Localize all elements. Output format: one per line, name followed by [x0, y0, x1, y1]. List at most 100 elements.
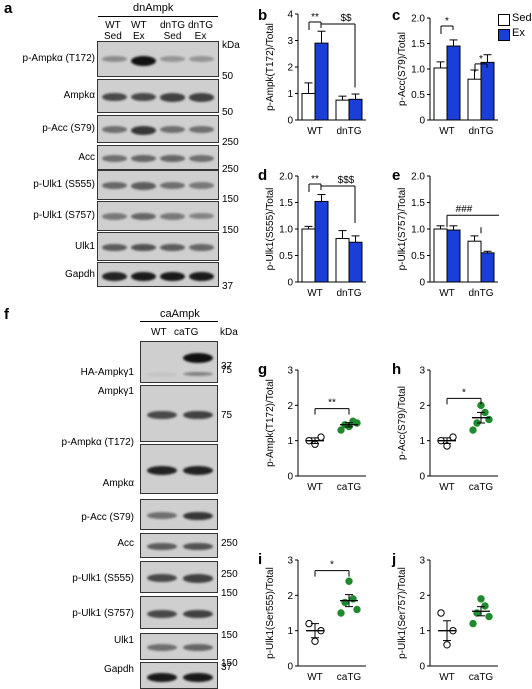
y-tick-label-b-0: 0	[287, 116, 293, 127]
sig-label-d-1: $$$	[338, 175, 355, 186]
band-a-2-1	[131, 126, 156, 135]
y-tick-label-h-1: 1	[419, 436, 425, 447]
x-tick-label-g-1: caTG	[337, 482, 362, 493]
y-tick-label-b-1: 1	[287, 89, 293, 100]
point-j-0-1	[443, 641, 451, 649]
band-f-6-1	[183, 609, 213, 618]
band-a-6-2	[160, 243, 185, 252]
band-f-2-0	[147, 466, 177, 476]
marker-f-5: 250	[221, 569, 238, 580]
band-a-4-3	[189, 182, 214, 189]
col-catg-f: caTG	[174, 327, 199, 338]
band-a-6-1	[131, 243, 156, 252]
panel-letter-h: h	[392, 361, 401, 378]
y-tick-label-d-3: 1.5	[279, 198, 293, 209]
y-axis-label-j: p-Ulk1(Ser757)/Total	[397, 567, 408, 659]
band-a-0-1	[131, 56, 156, 66]
bar-e-Ex-1	[480, 252, 495, 283]
y-tick-label-h-3: 3	[419, 366, 425, 377]
col-top-a-0: WT	[105, 20, 121, 31]
band-f-8-0	[147, 672, 177, 683]
sig-label-h: *	[462, 387, 466, 398]
y-axis-label-c: p-Acc(S79)/Total	[397, 32, 408, 106]
band-f-2-1	[183, 466, 213, 476]
legend-sed-label: Sed	[512, 12, 532, 24]
y-tick-label-d-4: 2.0	[279, 172, 293, 183]
marker-f-2: 75	[221, 365, 233, 376]
blot-f-3	[140, 499, 218, 530]
blot-a-4	[97, 170, 219, 200]
band-a-7-3	[189, 271, 214, 282]
sig-label-c-0: *	[445, 16, 449, 27]
band-a-2-3	[189, 126, 214, 133]
band-a-6-3	[189, 243, 214, 251]
y-tick-label-d-0: 0	[287, 278, 293, 289]
sig-label-g: **	[328, 398, 336, 409]
x-tick-label-c-1: dnTG	[468, 126, 493, 137]
marker-a-1: 50	[222, 107, 234, 118]
point-i-0-1	[311, 637, 319, 645]
marker-a-4: 150	[222, 194, 239, 205]
y-tick-label-c-3: 1.5	[411, 39, 425, 50]
marker-f-6: 150	[221, 588, 238, 599]
blot-f-0	[140, 341, 218, 383]
y-tick-label-i-1: 1	[287, 626, 293, 637]
y-tick-label-d-2: 1.0	[279, 225, 293, 236]
band-f-1-1	[183, 410, 213, 419]
col-top-a-3: dnTG	[188, 20, 214, 31]
marker-a-5: 150	[222, 225, 239, 236]
col-wt-f: WT	[151, 327, 167, 338]
band-a-4-2	[160, 182, 185, 189]
col-bottom-a-2: Sed	[163, 31, 182, 42]
band-a-2-0	[102, 126, 127, 133]
y-tick-label-g-3: 3	[287, 366, 293, 377]
bar-e-Sed-0	[433, 228, 448, 283]
blot-f-2	[140, 444, 218, 494]
sig-label-e-0: ###	[456, 204, 473, 215]
x-tick-label-c-0: WT	[439, 126, 455, 137]
blot-a-5	[97, 201, 219, 231]
bar-b-Sed-1	[335, 99, 350, 121]
bar-c-Sed-0	[433, 67, 448, 121]
band-a-3-0	[102, 154, 127, 162]
blot-label-f-0: HA-Ampkγ1	[80, 367, 134, 378]
col-bottom-a-3: Ex	[194, 31, 207, 42]
point-h-0-2	[449, 433, 457, 441]
sig-label-c-1: *	[479, 54, 483, 65]
bar-b-Ex-1	[348, 98, 363, 121]
x-tick-label-h-0: WT	[439, 482, 455, 493]
blot-label-f-6: p-Ulk1 (S555)	[72, 573, 134, 584]
kda-label-f: kDa	[220, 327, 238, 338]
band-a-7-1	[131, 271, 156, 282]
panel-letter-a: a	[4, 0, 13, 17]
blot-label-a-4: p-Ulk1 (S555)	[33, 179, 95, 190]
blot-label-f-4: p-Acc (S79)	[81, 512, 134, 523]
blot-label-f-5: Acc	[117, 538, 134, 549]
col-label-a-3: dnTG Ex	[188, 20, 213, 42]
y-tick-label-g-0: 0	[287, 472, 293, 483]
y-tick-label-c-2: 1.0	[411, 65, 425, 76]
point-j-0-0	[437, 609, 445, 617]
bar-d-Sed-0	[301, 228, 316, 283]
band-f-0-0	[147, 372, 177, 377]
y-tick-label-i-0: 0	[287, 662, 293, 673]
panel-letter-g: g	[258, 361, 267, 378]
blot-f-7	[140, 633, 218, 660]
band-f-4-1	[183, 542, 213, 551]
header-line-f	[140, 321, 218, 322]
marker-f-0: 37	[221, 361, 233, 372]
y-axis-label-g: p-Ampk(T172)/Total	[265, 379, 276, 467]
sig-label-b-0: **	[311, 12, 319, 23]
band-a-1-2	[160, 93, 185, 102]
blot-label-f-1: Ampkγ1	[97, 386, 134, 397]
band-f-5-0	[147, 574, 177, 583]
band-a-5-3	[189, 213, 214, 220]
x-tick-label-j-1: caTG	[469, 672, 494, 683]
sig-label-i: *	[330, 560, 334, 571]
bar-c-Ex-0	[446, 45, 461, 121]
bar-d-Ex-0	[314, 200, 329, 283]
blot-label-a-3: Acc	[78, 151, 95, 163]
marker-a-2: 250	[222, 137, 239, 148]
bar-e-Ex-0	[446, 229, 461, 283]
band-f-8-1	[183, 672, 213, 683]
